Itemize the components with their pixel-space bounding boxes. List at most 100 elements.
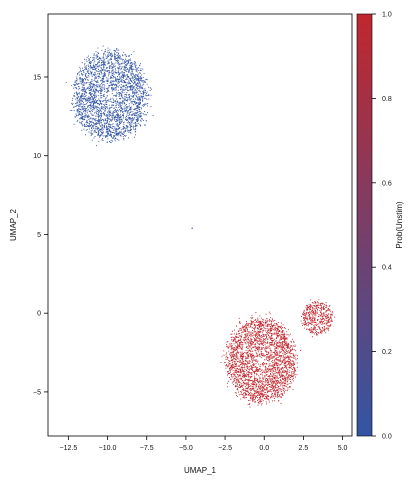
data-point <box>249 388 251 390</box>
data-point <box>277 344 279 346</box>
data-point <box>78 103 80 105</box>
data-point <box>271 318 273 320</box>
data-point <box>278 344 280 346</box>
data-point <box>237 350 239 352</box>
data-point <box>254 326 257 328</box>
data-point <box>99 77 101 79</box>
data-point <box>276 396 278 398</box>
data-point <box>262 394 264 396</box>
data-point <box>141 74 143 76</box>
data-point <box>75 103 77 105</box>
data-point <box>128 68 130 70</box>
data-point <box>135 67 137 69</box>
data-point <box>117 57 119 59</box>
data-point <box>97 109 99 111</box>
data-point <box>90 99 92 101</box>
data-point <box>259 389 261 391</box>
data-point <box>276 375 278 377</box>
data-point <box>113 104 115 106</box>
data-point <box>90 135 92 137</box>
data-point <box>96 113 98 115</box>
data-point <box>95 55 97 57</box>
data-point <box>290 378 292 380</box>
data-point <box>104 99 106 101</box>
data-point <box>119 94 121 96</box>
data-point <box>293 345 295 347</box>
data-point <box>284 381 287 383</box>
data-point <box>115 77 117 80</box>
data-point <box>227 364 229 366</box>
data-point <box>239 377 241 379</box>
data-point <box>80 97 82 99</box>
data-point <box>109 131 111 133</box>
data-point <box>251 346 254 348</box>
data-point <box>122 114 124 117</box>
data-point <box>286 338 288 340</box>
data-point <box>241 344 243 346</box>
data-point <box>136 78 138 80</box>
data-point <box>115 109 117 111</box>
data-point <box>93 127 95 129</box>
data-point <box>126 107 128 109</box>
data-point <box>138 78 140 80</box>
data-point <box>257 349 259 351</box>
data-point <box>91 110 93 113</box>
data-point <box>255 398 257 400</box>
data-point <box>84 74 87 77</box>
data-point <box>114 55 116 57</box>
data-point <box>111 89 113 91</box>
data-point <box>280 356 282 358</box>
data-point <box>90 84 92 86</box>
data-point <box>123 137 125 139</box>
data-point <box>228 359 230 362</box>
data-point <box>133 104 135 106</box>
data-point <box>144 91 146 94</box>
data-point <box>124 103 126 105</box>
data-point <box>128 81 130 83</box>
data-point <box>280 345 282 347</box>
data-point <box>257 338 259 340</box>
data-point <box>134 126 136 128</box>
data-point <box>260 350 262 352</box>
data-point <box>236 378 238 380</box>
data-point <box>94 122 96 124</box>
data-point <box>255 392 257 394</box>
data-point <box>238 317 240 319</box>
data-point <box>252 381 254 383</box>
data-point <box>121 80 123 82</box>
data-point <box>246 339 248 341</box>
data-point <box>130 89 132 91</box>
data-point <box>255 371 257 373</box>
data-point <box>273 381 275 384</box>
data-point <box>89 69 91 71</box>
data-point <box>280 393 282 395</box>
data-point <box>279 364 282 366</box>
data-point <box>107 116 109 118</box>
data-point <box>135 131 137 133</box>
data-point <box>97 47 99 49</box>
data-point <box>293 371 295 373</box>
data-point <box>123 121 125 123</box>
data-point <box>285 389 287 391</box>
data-point <box>135 85 137 87</box>
data-point <box>271 369 273 371</box>
data-point <box>254 360 256 362</box>
data-point <box>134 98 137 100</box>
data-point <box>129 78 131 80</box>
data-point <box>246 326 248 328</box>
data-point <box>86 112 88 114</box>
data-point <box>259 337 261 339</box>
data-point <box>269 342 271 344</box>
data-point <box>290 375 293 377</box>
data-point <box>242 397 244 399</box>
data-point <box>136 113 138 115</box>
data-point <box>123 69 125 71</box>
data-point <box>260 348 262 351</box>
data-point <box>247 347 249 349</box>
data-point <box>134 109 136 111</box>
data-point <box>278 355 280 357</box>
data-point <box>278 366 280 368</box>
data-point <box>134 128 136 130</box>
data-point <box>289 364 291 367</box>
data-point <box>132 114 134 116</box>
